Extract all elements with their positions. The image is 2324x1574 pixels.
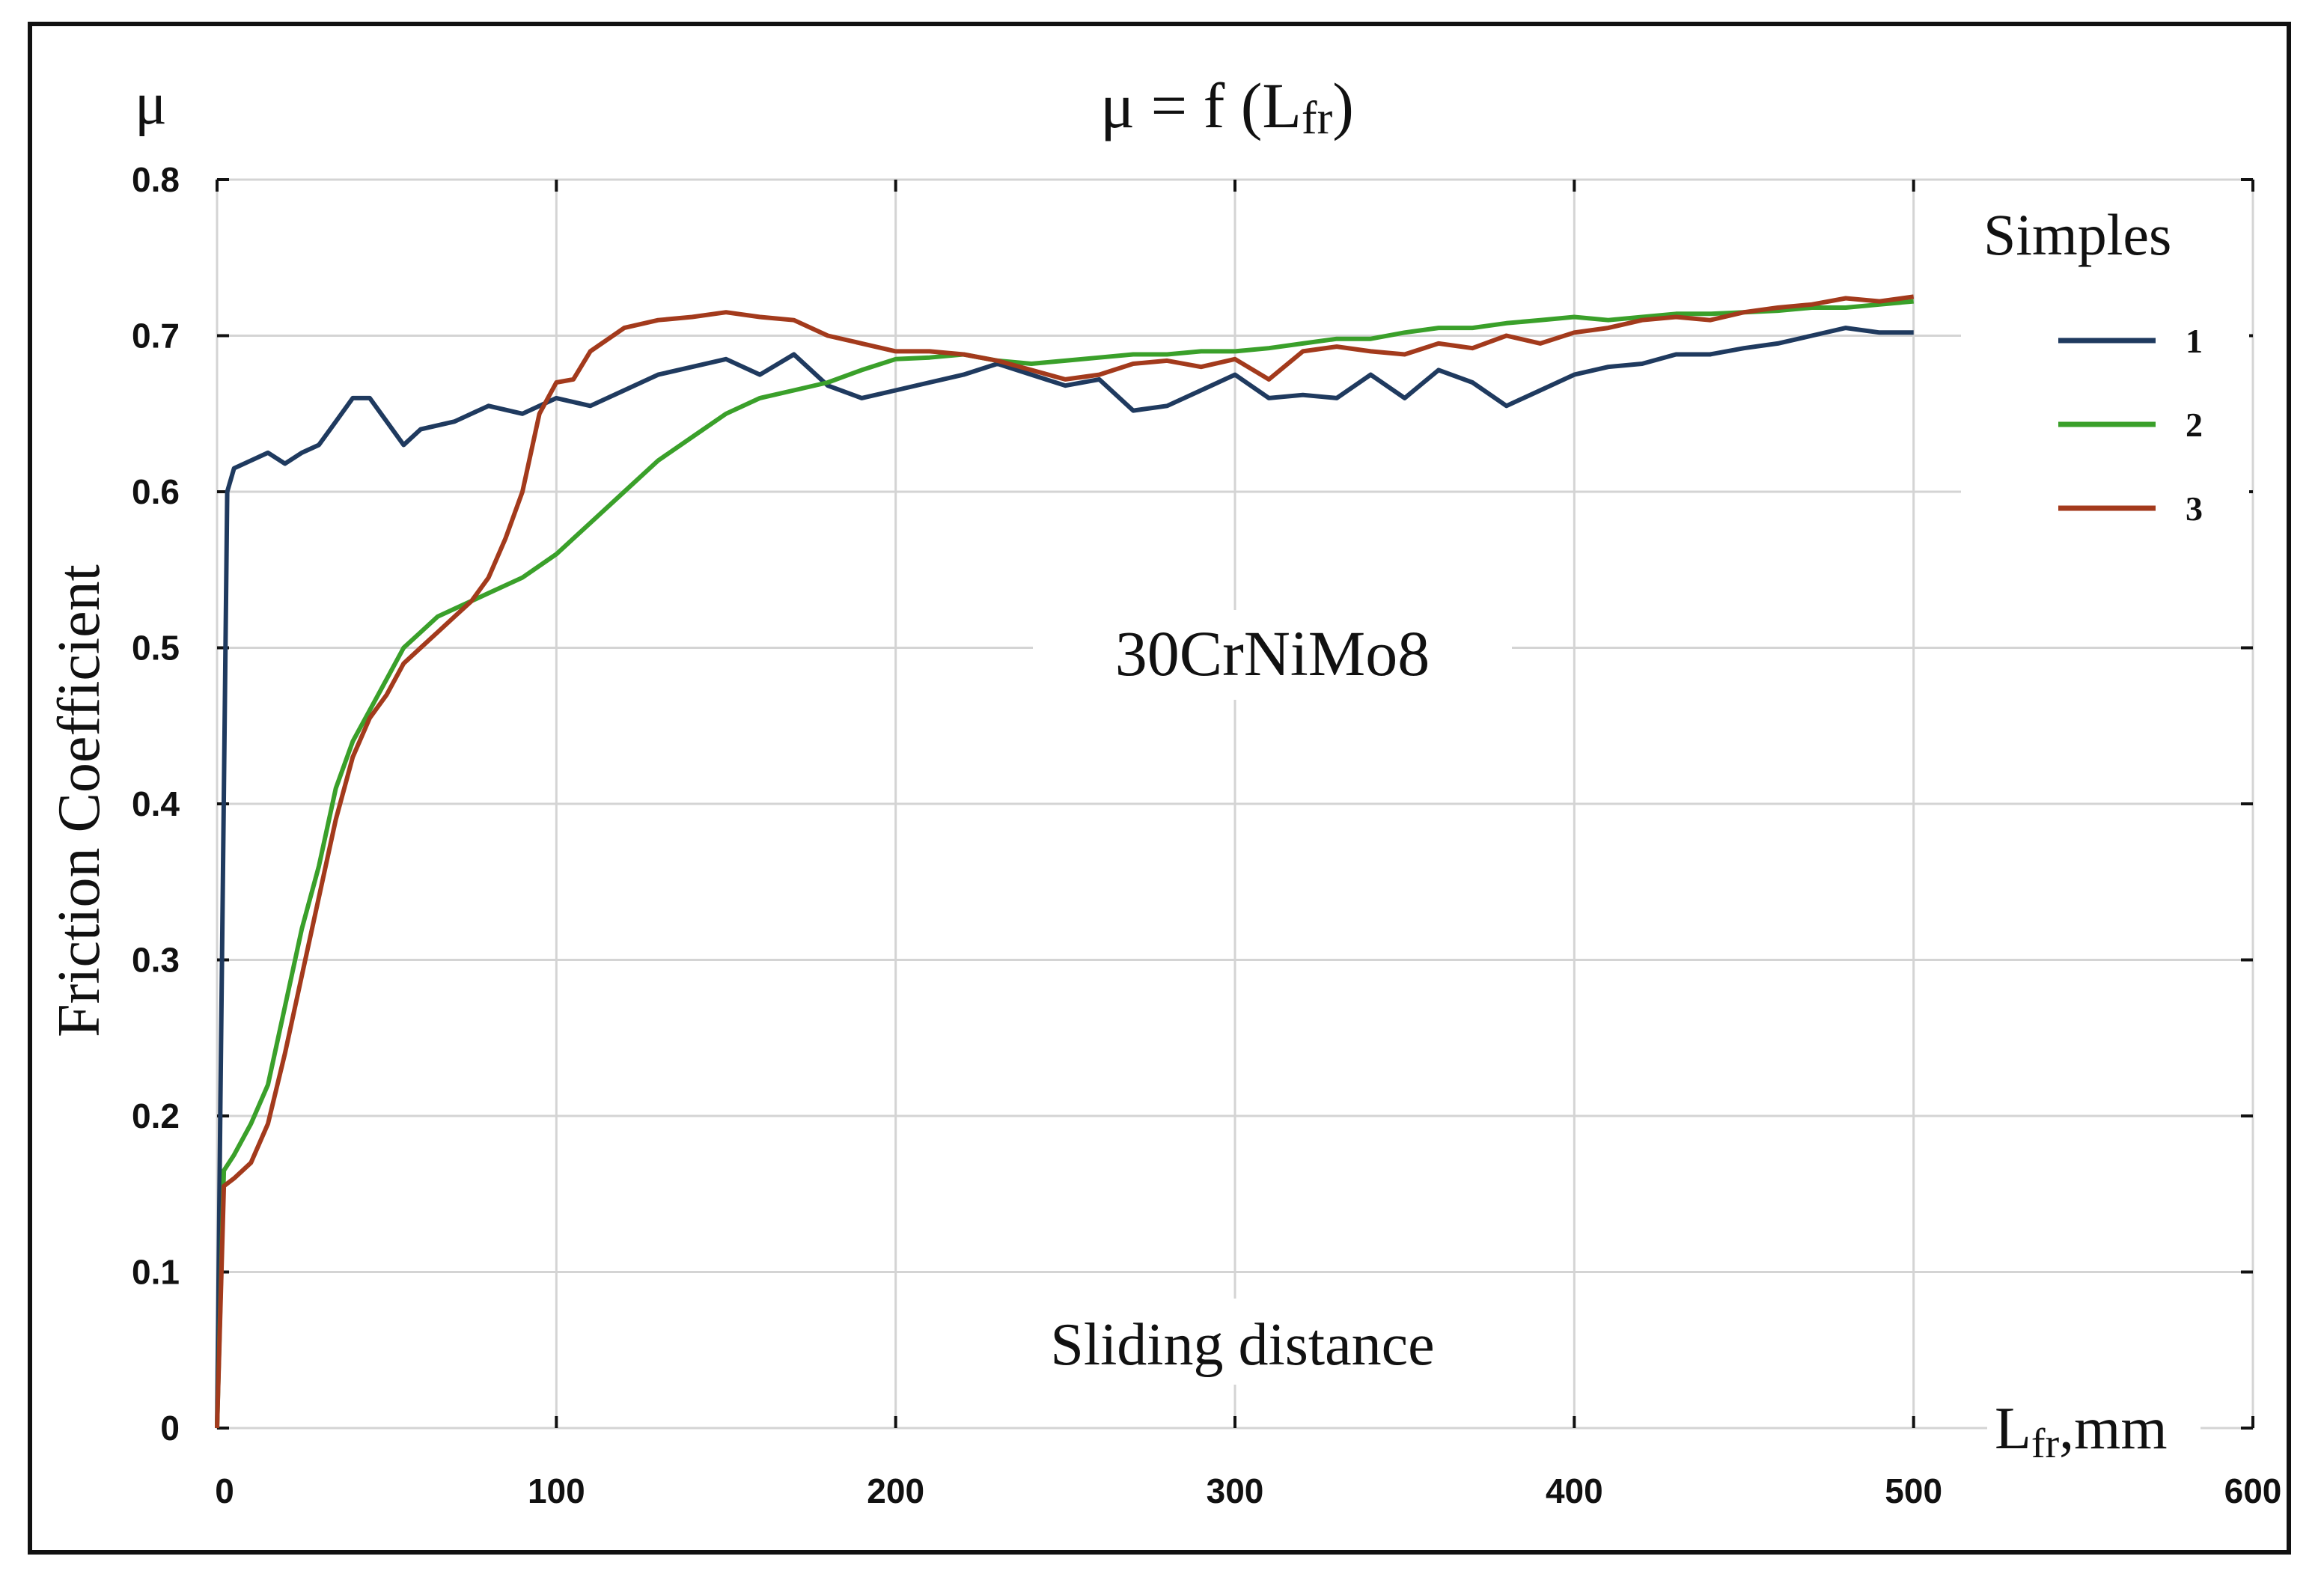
x-axis-label: Sliding distance xyxy=(1050,1312,1434,1378)
x-tick-label: 500 xyxy=(1885,1471,1942,1510)
series-line-2 xyxy=(215,299,1914,1429)
y-tick-label: 0.8 xyxy=(132,160,180,199)
y-axis-ticks: 0 0.1 0.2 0.3 0.4 0.5 0.6 0.7 0.8 xyxy=(132,160,2253,1448)
y-tick-label: 0.5 xyxy=(132,629,180,668)
y-tick-label: 0.3 xyxy=(132,941,180,980)
series-line-3 xyxy=(215,294,1915,1429)
x-tick-label: 0 xyxy=(215,1471,234,1510)
y-tick-label: 0.2 xyxy=(132,1096,180,1135)
unit-label-backdrop xyxy=(1987,1388,2201,1471)
y-tick-label: 0 xyxy=(160,1409,180,1448)
chart-title: μ = f (Lfr) xyxy=(1100,70,1354,144)
legend-label-2: 2 xyxy=(2186,406,2203,444)
y-tick-label: 0.6 xyxy=(132,472,180,511)
series-line-1 xyxy=(215,326,1914,1429)
legend-label-3: 3 xyxy=(2186,489,2203,528)
legend-label-1: 1 xyxy=(2186,322,2203,360)
x-axis-ticks: 0 100 200 300 400 500 600 xyxy=(215,180,2281,1510)
y-tick-label: 0.4 xyxy=(132,784,180,823)
x-tick-label: 100 xyxy=(528,1471,585,1510)
xlabel-backdrop xyxy=(1003,1299,1482,1385)
y-axis-label: Friction Coefficient xyxy=(46,564,112,1037)
y-tick-label: 0.1 xyxy=(132,1253,180,1292)
corner-mu-label: μ xyxy=(135,71,167,137)
x-tick-label: 300 xyxy=(1207,1471,1264,1510)
legend: Simples 1 2 3 xyxy=(1961,187,2249,531)
x-unit-label: Lfr,mm xyxy=(1995,1396,2168,1467)
x-tick-label: 400 xyxy=(1546,1471,1603,1510)
y-tick-label: 0.7 xyxy=(132,317,180,356)
series-lines xyxy=(215,294,1915,1429)
legend-title: Simples xyxy=(1983,202,2171,267)
annotation-backdrop xyxy=(1033,610,1512,700)
x-tick-label: 200 xyxy=(867,1471,924,1510)
material-annotation: 30CrNiMo8 xyxy=(1115,617,1430,689)
legend-backdrop xyxy=(1961,187,2249,531)
x-tick-label: 600 xyxy=(2224,1471,2282,1510)
